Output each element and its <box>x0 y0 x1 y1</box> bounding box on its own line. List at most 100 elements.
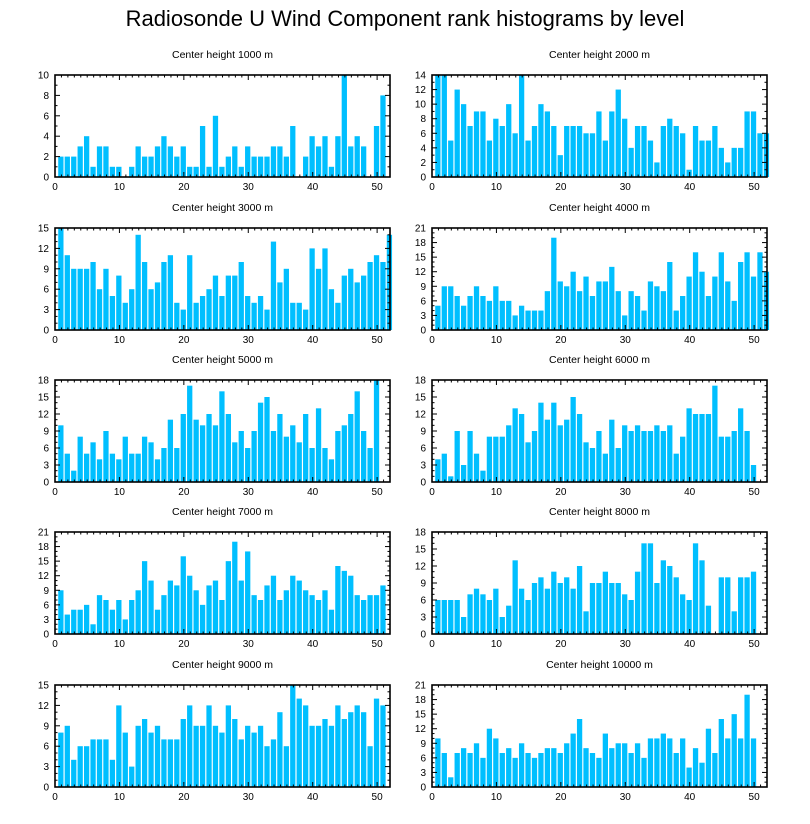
bar <box>744 577 750 634</box>
y-tick-label: 0 <box>420 783 426 794</box>
bar <box>731 714 737 787</box>
bar <box>686 767 692 787</box>
bar <box>660 291 666 330</box>
bar <box>109 609 116 634</box>
bar <box>109 296 116 330</box>
bar <box>83 136 90 177</box>
bar <box>373 126 380 177</box>
bar <box>122 302 128 330</box>
bar <box>486 728 493 787</box>
y-tick-label: 12 <box>415 724 427 735</box>
bar <box>628 753 634 787</box>
bar <box>460 305 467 330</box>
bar <box>270 739 277 787</box>
bar <box>480 111 486 177</box>
bar <box>596 583 602 634</box>
bar <box>161 262 167 330</box>
bar <box>354 136 360 177</box>
y-tick-label: 12 <box>415 562 427 573</box>
bar <box>628 431 634 482</box>
bar <box>212 725 219 787</box>
bar <box>257 296 264 330</box>
bar <box>448 600 454 634</box>
bar <box>180 146 186 177</box>
bar <box>718 719 724 787</box>
bar <box>116 166 122 177</box>
panel-title: Center height 10000 m <box>546 659 653 671</box>
bar <box>283 156 289 177</box>
bar <box>460 748 467 787</box>
bar <box>673 126 679 177</box>
bar <box>219 166 225 177</box>
bar <box>647 281 654 330</box>
bar <box>154 146 161 177</box>
bar <box>712 276 718 330</box>
panel-8: Center height 8000 m 0 10 20 30 40 50 0 3 6 9 12 15 1… <box>415 506 768 650</box>
bar <box>154 282 161 330</box>
x-tick-label: 30 <box>620 487 632 498</box>
bar <box>71 268 77 330</box>
bar <box>251 732 257 787</box>
bar <box>628 147 634 177</box>
bar <box>680 133 686 177</box>
bar <box>460 465 467 482</box>
bar <box>354 705 360 787</box>
bar <box>602 571 608 634</box>
bar <box>64 453 70 482</box>
y-tick-label: 6 <box>420 596 426 607</box>
bar <box>96 595 103 634</box>
bar <box>303 156 309 177</box>
bar <box>71 759 77 787</box>
y-tick-label: 3 <box>420 613 426 624</box>
bar <box>245 146 251 177</box>
bar <box>348 712 354 787</box>
bar <box>193 419 199 482</box>
bar <box>731 431 737 482</box>
bar <box>141 561 148 634</box>
bar <box>296 442 302 482</box>
bar <box>373 698 380 787</box>
bar <box>512 133 518 177</box>
bar <box>148 289 154 330</box>
bar <box>435 459 441 482</box>
bar <box>232 719 238 787</box>
y-tick-label: 0 <box>420 478 426 489</box>
bar <box>283 590 289 634</box>
x-tick-label: 40 <box>684 639 696 650</box>
bar <box>206 705 212 787</box>
bar <box>570 397 576 482</box>
bar <box>206 414 212 482</box>
bar <box>103 739 109 787</box>
bar <box>557 425 563 482</box>
y-tick-label: 0 <box>420 630 426 641</box>
bar <box>232 146 238 177</box>
bar <box>718 577 724 634</box>
bar <box>609 266 615 330</box>
bar <box>187 166 193 177</box>
bar <box>615 291 621 330</box>
bar <box>103 431 109 482</box>
y-tick-label: 0 <box>43 326 49 337</box>
bar <box>141 719 148 787</box>
bar <box>129 166 135 177</box>
bar <box>380 262 386 330</box>
y-tick-label: 15 <box>38 557 50 568</box>
bar <box>557 583 563 634</box>
bar <box>506 605 512 634</box>
bar <box>506 104 512 177</box>
bar <box>609 583 615 634</box>
bar <box>557 753 563 787</box>
bar <box>328 459 335 482</box>
bar <box>557 281 563 330</box>
bar <box>77 609 83 634</box>
bar <box>199 296 206 330</box>
bar <box>129 453 135 482</box>
bar <box>238 166 244 177</box>
bar <box>680 738 686 787</box>
panel-4: Center height 4000 m 0 10 20 30 40 50 0 3 6 9 12 15 1… <box>415 202 770 346</box>
panel-title: Center height 1000 m <box>172 49 273 61</box>
bar <box>589 753 596 787</box>
bar <box>290 575 296 634</box>
bar <box>583 748 589 787</box>
bar <box>602 453 608 482</box>
